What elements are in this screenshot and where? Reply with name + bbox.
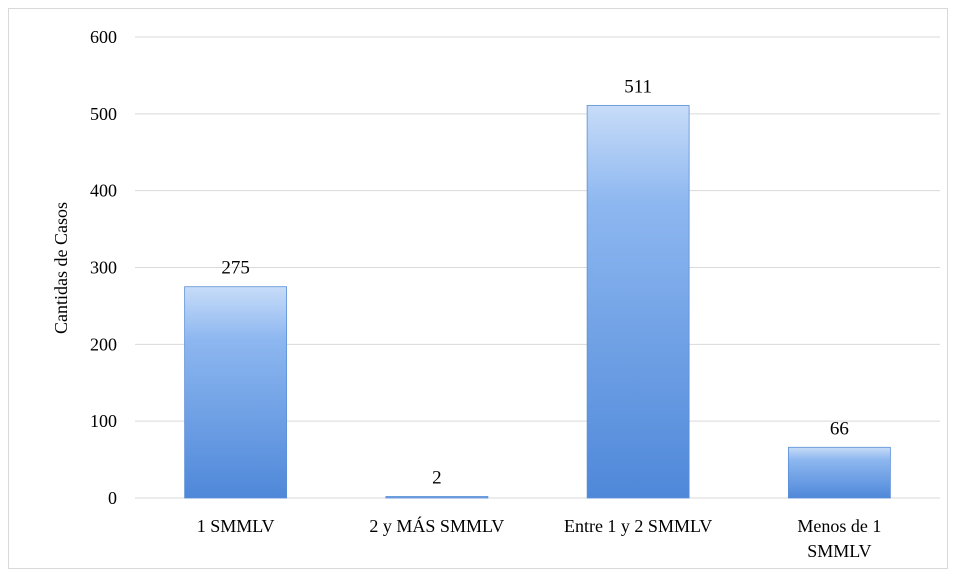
data-label-2: 2 [432,467,442,488]
y-tick-label-100: 100 [90,411,117,431]
y-tick-label-600: 600 [90,27,117,47]
category-label-2: 2 y MÁS SMMLV [369,515,504,536]
bar-1 [184,286,288,499]
y-tick-label-0: 0 [108,488,117,508]
bars [184,104,891,499]
bar-2 [385,496,489,499]
y-tick-label-400: 400 [90,181,117,201]
category-label-4-line-2: SMMLV [807,541,871,561]
y-tick-label-500: 500 [90,104,117,124]
category-label-3: Entre 1 y 2 SMMLV [564,516,712,536]
y-axis-title: Cantidas de Casos [51,202,71,334]
data-label-4: 66 [830,418,849,439]
bar-4 [787,446,891,499]
x-axis-categories: 1 SMMLV 2 y MÁS SMMLV Entre 1 y 2 SMMLV Men… [197,515,882,561]
category-label-1: 1 SMMLV [197,516,275,536]
y-axis-ticks: 0 100 200 300 400 500 600 [90,27,117,508]
data-label-1: 275 [221,258,250,279]
data-label-3: 511 [624,76,652,97]
data-labels: 275 2 511 66 [221,76,849,488]
y-tick-label-300: 300 [90,258,117,278]
y-tick-label-200: 200 [90,334,117,354]
bar-3 [586,104,690,499]
category-label-4-line-1: Menos de 1 [797,516,881,536]
